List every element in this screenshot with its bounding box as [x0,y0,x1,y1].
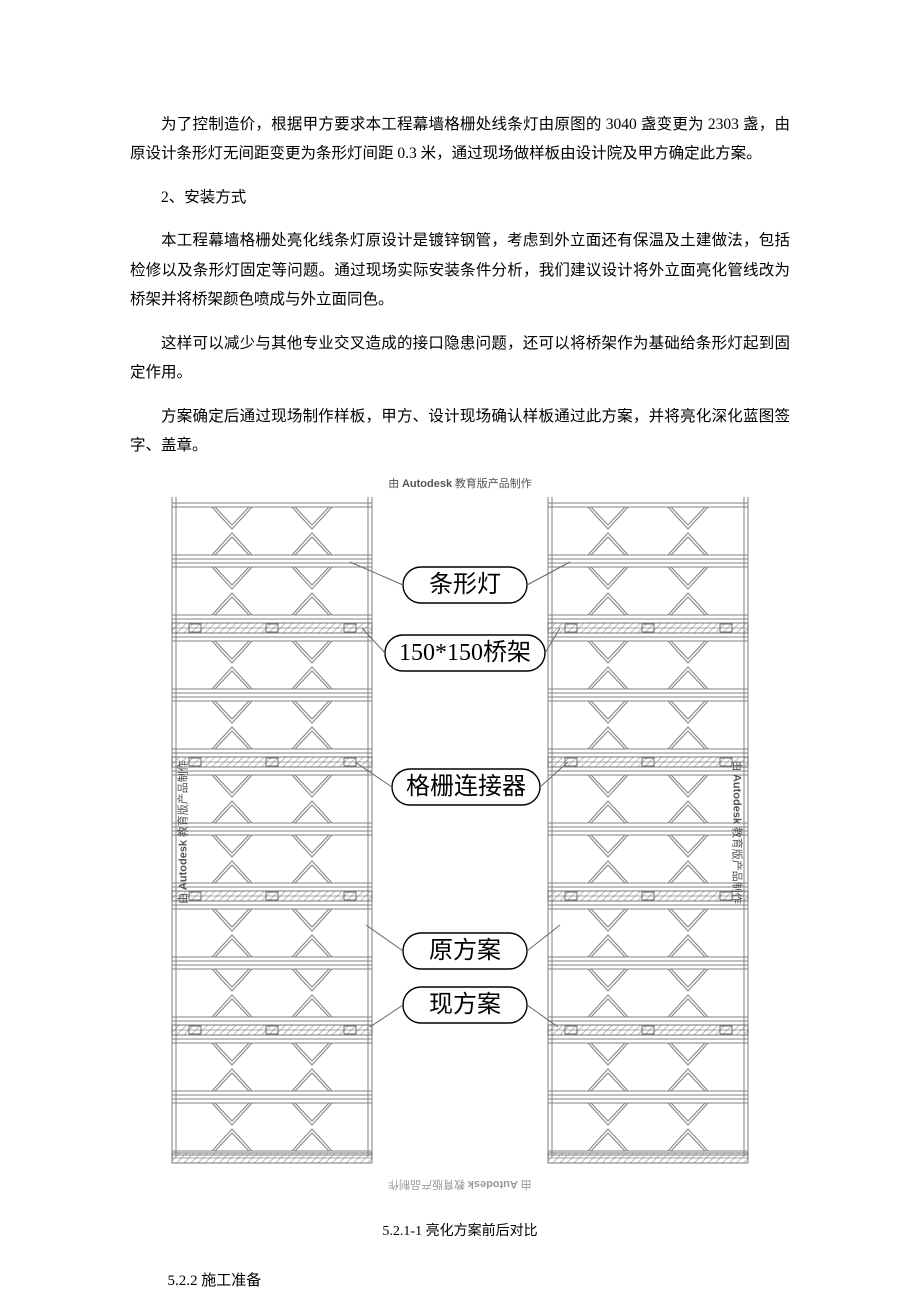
figure-caption: 5.2.1-1 亮化方案前后对比 [130,1219,790,1246]
diagram-svg: 条形灯 150*150桥架 格栅连接器 原方案 [130,497,790,1167]
paragraph-5: 方案确定后通过现场制作样板，甲方、设计现场确认样板通过此方案，并将亮化深化蓝图签… [130,402,790,461]
figure-watermark-left: 由 Autodesk 教育版产品制作 [173,760,194,904]
right-column [548,497,748,1163]
annotations: 条形灯 150*150桥架 格栅连接器 原方案 [350,562,570,1027]
svg-text:条形灯: 条形灯 [429,571,501,598]
diagram: 由 Autodesk 教育版产品制作 由 Autodesk 教育版产品制作 [130,497,790,1167]
svg-text:格栅连接器: 格栅连接器 [406,773,526,800]
figure-watermark-bottom: 由 Autodesk 教育版产品制作 [388,1173,532,1194]
svg-text:现方案: 现方案 [429,991,501,1018]
svg-text:150*150桥架: 150*150桥架 [399,639,531,666]
left-column [172,497,372,1163]
svg-text:原方案: 原方案 [429,937,501,964]
paragraph-3: 本工程幕墙格栅处亮化线条灯原设计是镀锌钢管，考虑到外立面还有保温及土建做法，包括… [130,226,790,314]
paragraph-4: 这样可以减少与其他专业交叉造成的接口隐患问题，还可以将桥架作为基础给条形灯起到固… [130,329,790,388]
figure-container: 由 Autodesk 教育版产品制作 由 Autodesk 教育版产品制作 由 … [130,474,790,1245]
paragraph-2: 2、安装方式 [130,183,790,212]
figure-watermark-right: 由 Autodesk 教育版产品制作 [726,760,747,904]
figure-watermark-top: 由 Autodesk 教育版产品制作 [130,474,790,495]
paragraph-1: 为了控制造价，根据甲方要求本工程幕墙格栅处线条灯由原图的 3040 盏变更为 2… [130,110,790,169]
subsection-heading: 5.2.2 施工准备 [130,1267,790,1296]
